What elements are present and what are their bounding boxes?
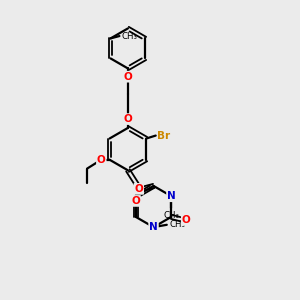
Text: N: N [167,191,176,201]
Text: O: O [134,184,143,194]
Text: O: O [131,196,140,206]
Text: O: O [182,215,190,225]
Text: O: O [97,155,106,165]
Text: O: O [124,114,132,124]
Text: Br: Br [157,130,170,141]
Text: CH₃: CH₃ [169,220,185,229]
Text: CH₃: CH₃ [164,211,179,220]
Text: O: O [124,72,132,82]
Text: N: N [149,222,158,232]
Text: CH₃: CH₃ [121,32,137,40]
